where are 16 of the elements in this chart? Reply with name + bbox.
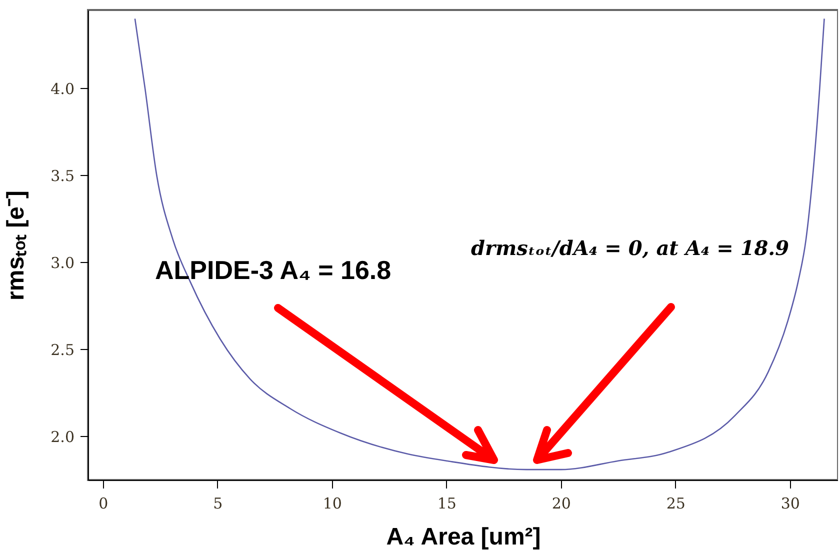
y-tick-label: 3.0 <box>50 254 74 272</box>
x-axis-title: A₄ Area [um²] <box>386 524 541 550</box>
x-tick-label: 20 <box>552 494 571 512</box>
y-tick-label: 2.0 <box>50 428 74 446</box>
x-tick-label: 5 <box>213 494 223 512</box>
x-tick-label: 30 <box>780 494 800 512</box>
x-tick-label: 25 <box>666 494 686 512</box>
x-tick-label: 10 <box>322 494 342 512</box>
y-tick-label: 3.5 <box>50 166 74 185</box>
x-tick-label: 15 <box>437 494 456 512</box>
x-tick-label: 0 <box>98 494 108 512</box>
y-tick-label: 4.0 <box>50 80 74 98</box>
y-axis-title: rmsₜₒₜ [e⁻] <box>2 190 30 300</box>
line-series <box>134 18 825 470</box>
y-tick-label: 2.5 <box>50 340 74 359</box>
annotation: drmsₜₒₜ/dA₄ = 0, at A₄ = 18.9 <box>468 236 792 260</box>
